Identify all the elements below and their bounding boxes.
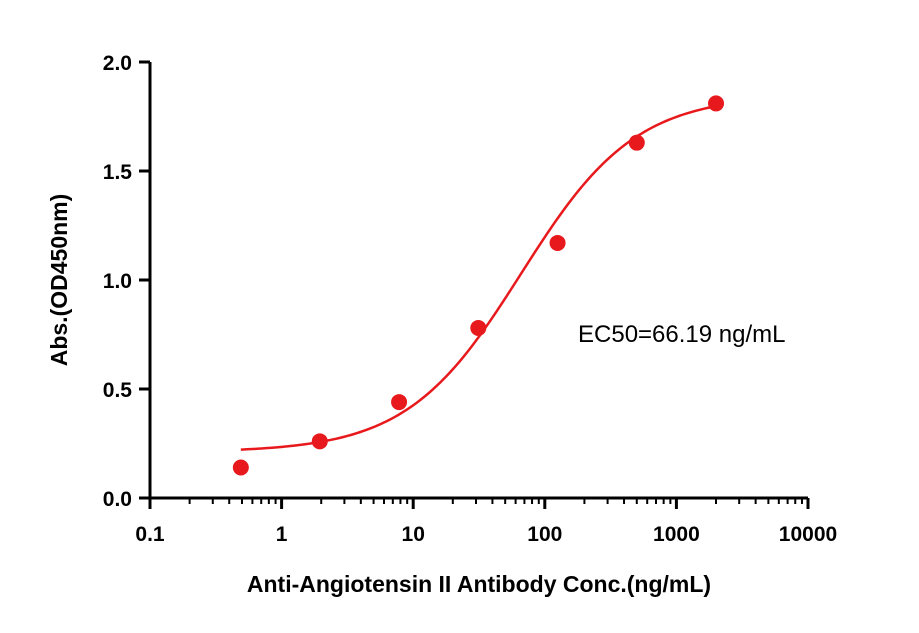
data-point — [470, 319, 487, 336]
x-tick-label: 10 — [402, 523, 425, 546]
x-axis-title: Anti-Angiotensin II Antibody Conc.(ng/mL… — [247, 571, 711, 597]
x-tick-label: 10000 — [779, 523, 837, 546]
y-tick-label: 0.0 — [103, 488, 132, 511]
annotation-ec50: EC50=66.19 ng/mL — [578, 321, 785, 348]
y-tick-label: 1.0 — [103, 270, 132, 293]
y-tick-label: 1.5 — [103, 161, 133, 184]
data-points — [232, 95, 725, 476]
data-point — [311, 433, 328, 450]
data-point — [708, 95, 725, 112]
x-tick-label: 100 — [527, 523, 562, 546]
data-point — [549, 234, 566, 251]
data-point — [391, 394, 408, 411]
x-tick-label: 0.1 — [135, 523, 165, 546]
y-tick-label: 2.0 — [103, 52, 132, 75]
y-axis-title: Abs.(OD450nm) — [46, 194, 72, 367]
data-point — [232, 459, 249, 476]
axes — [148, 62, 808, 500]
fit-curve — [240, 104, 717, 451]
y-tick-label: 0.5 — [103, 379, 133, 402]
x-tick-label: 1000 — [653, 523, 700, 546]
x-tick-label: 1 — [276, 523, 288, 546]
data-point — [628, 134, 645, 151]
ticks: 0.1 1 10 100 1000 10000 0.0 0.5 1.0 1.5 2.0 — [103, 52, 837, 546]
fit-curve-group — [240, 104, 717, 451]
